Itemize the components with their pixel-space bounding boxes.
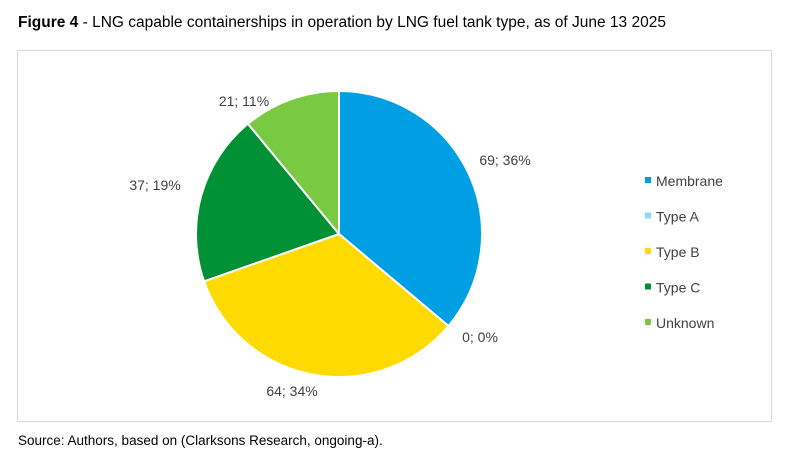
figure-number: Figure 4 [18, 14, 79, 31]
data-label-type-a: 0; 0% [462, 329, 498, 345]
legend-label-membrane: Membrane [656, 173, 723, 189]
source-note: Source: Authors, based on (Clarksons Res… [18, 433, 383, 448]
data-label-type-c: 37; 19% [129, 177, 180, 193]
chart-frame [17, 50, 772, 422]
data-label-membrane: 69; 36% [479, 152, 530, 168]
figure-caption: - LNG capable containerships in operatio… [78, 14, 666, 31]
legend-label-type-c: Type C [656, 280, 700, 296]
legend-label-unknown: Unknown [656, 315, 714, 331]
data-label-unknown: 21; 11% [219, 93, 269, 109]
legend-swatch-type-a [645, 212, 651, 219]
legend-swatch-membrane [645, 177, 651, 183]
figure-title: Figure 4 - LNG capable containerships in… [18, 14, 666, 32]
legend-swatch-type-b [645, 248, 651, 254]
legend-swatch-unknown [645, 319, 651, 325]
legend-label-type-a: Type A [656, 209, 699, 225]
legend-swatch-type-c [645, 283, 651, 290]
pie-slice-membrane [338, 89, 483, 328]
data-label-type-b: 64; 34% [266, 383, 317, 399]
legend-label-type-b: Type B [656, 244, 700, 260]
pie-slice-type-c [195, 122, 341, 283]
pie-slice-type-b [202, 232, 450, 378]
pie-slice-unknown [246, 89, 340, 237]
